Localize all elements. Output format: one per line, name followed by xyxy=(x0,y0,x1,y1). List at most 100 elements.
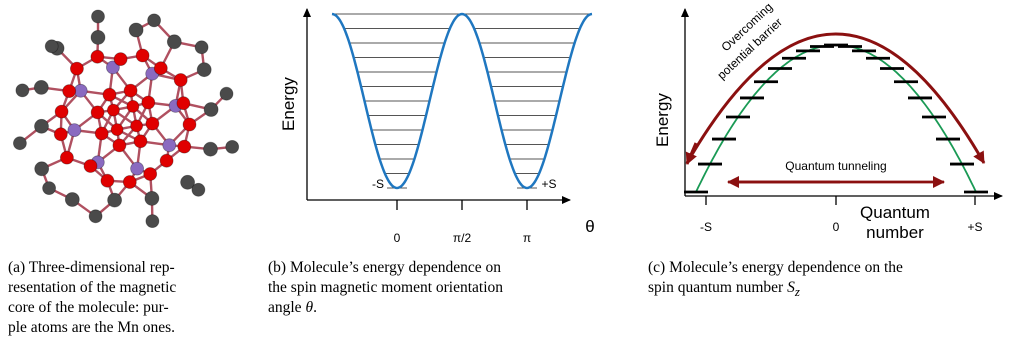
chart-b: Energy θ 0 π/2 π -S +S xyxy=(279,8,595,245)
atom xyxy=(122,175,137,189)
well-label-plus-s: +S xyxy=(541,177,556,191)
atom xyxy=(90,30,106,45)
caption-a: (a) Three-dimensional rep- resentation o… xyxy=(8,258,176,338)
x-axis-label-c-line2: number xyxy=(866,223,924,242)
x-ticks-c: -S 0 +S xyxy=(700,196,983,234)
panel-c: Energy Quantum number -S 0 +S Overcoming… xyxy=(640,0,1015,353)
chart-c: Energy Quantum number -S 0 +S Overcoming… xyxy=(653,0,1003,242)
barrier-arrow-start xyxy=(685,142,698,165)
caption-a-line: ple atoms are the Mn ones. xyxy=(8,319,176,336)
atom xyxy=(110,123,124,137)
caption-a-line: (a) Three-dimensional rep- xyxy=(8,259,175,276)
atom xyxy=(130,119,144,133)
atom xyxy=(88,209,103,224)
atom xyxy=(225,139,240,154)
atom xyxy=(133,134,148,149)
atom xyxy=(141,95,156,110)
caption-c-symbol: S xyxy=(787,279,795,296)
caption-c: (c) Molecule’s energy dependence on the … xyxy=(648,258,903,302)
x-tick-label: -S xyxy=(700,220,712,234)
y-axis-label-c: Energy xyxy=(653,93,672,147)
atom xyxy=(34,161,50,177)
atom xyxy=(194,40,209,55)
caption-b-text: angle xyxy=(268,299,306,316)
atom xyxy=(135,48,150,63)
atom xyxy=(90,105,105,120)
atom xyxy=(91,9,105,24)
atom xyxy=(176,96,191,111)
atom xyxy=(64,192,80,207)
x-tick-label: π xyxy=(523,231,531,245)
atom xyxy=(123,83,138,98)
well-label-minus-s: -S xyxy=(372,177,384,191)
caption-c-subscript: z xyxy=(794,284,800,300)
atom xyxy=(159,153,174,168)
atom xyxy=(112,138,127,153)
atom xyxy=(34,118,49,134)
caption-a-line: core of the molecule: pur- xyxy=(8,299,169,316)
caption-b-symbol: θ xyxy=(305,299,314,316)
x-axis-label-b: θ xyxy=(585,217,594,236)
atom xyxy=(33,80,49,95)
caption-b-text: . xyxy=(313,299,317,316)
caption-b-line: angle θ. xyxy=(268,298,503,318)
x-tick-label: 0 xyxy=(394,231,401,245)
atom xyxy=(113,52,128,66)
atom xyxy=(106,60,120,75)
atom xyxy=(54,104,69,119)
atom xyxy=(203,141,218,157)
atom xyxy=(145,116,160,131)
atom xyxy=(15,83,30,98)
atom xyxy=(182,117,197,132)
atom xyxy=(70,61,84,76)
y-axis-label-b: Energy xyxy=(279,77,298,131)
atom xyxy=(191,182,206,197)
panel-b: Energy θ 0 π/2 π -S +S (b) Molecule’s en… xyxy=(260,0,620,353)
atom xyxy=(180,174,196,190)
atom xyxy=(67,123,82,138)
atom xyxy=(60,150,74,165)
caption-b-line: (b) Molecule’s energy dependence on xyxy=(268,259,501,276)
potential-curve-b xyxy=(331,12,593,190)
atom xyxy=(42,181,56,196)
caption-c-text: spin quantum number xyxy=(648,279,788,296)
atom xyxy=(73,83,88,98)
atom xyxy=(53,127,68,142)
molecule-image xyxy=(12,9,240,229)
atom xyxy=(107,192,122,208)
atom xyxy=(153,61,168,76)
atom xyxy=(219,86,234,101)
caption-c-line: (c) Molecule’s energy dependence on the xyxy=(648,259,903,276)
caption-c-line: spin quantum number Sz xyxy=(648,278,903,302)
atom xyxy=(12,136,27,151)
barrier-arrow xyxy=(685,32,986,164)
panel-a: (a) Three-dimensional rep- resentation o… xyxy=(0,0,250,353)
x-ticks-b: 0 π/2 π xyxy=(394,200,531,245)
x-tick-label: π/2 xyxy=(453,231,472,245)
atom xyxy=(166,34,182,50)
atom xyxy=(90,49,105,64)
atom xyxy=(173,73,188,87)
atom xyxy=(83,159,98,173)
x-tick-label: +S xyxy=(967,220,982,234)
atom xyxy=(94,126,109,141)
atom xyxy=(130,161,145,176)
atom xyxy=(107,103,120,117)
x-axis-label-c-line1: Quantum xyxy=(860,203,930,222)
energy-levels-b xyxy=(332,13,592,189)
atom xyxy=(102,87,117,102)
atom xyxy=(177,139,192,154)
atom xyxy=(162,138,177,153)
atom xyxy=(143,167,158,181)
caption-b-line: the spin magnetic moment orientation xyxy=(268,279,504,296)
molecule-atoms xyxy=(12,9,240,229)
atom xyxy=(145,214,160,229)
caption-a-line: resentation of the magnetic xyxy=(8,279,177,296)
atom xyxy=(100,173,115,188)
atom xyxy=(62,84,77,98)
atom xyxy=(196,62,212,78)
atom xyxy=(128,22,144,38)
atom xyxy=(44,39,59,54)
atom xyxy=(147,13,162,28)
caption-b: (b) Molecule’s energy dependence on the … xyxy=(268,258,503,318)
